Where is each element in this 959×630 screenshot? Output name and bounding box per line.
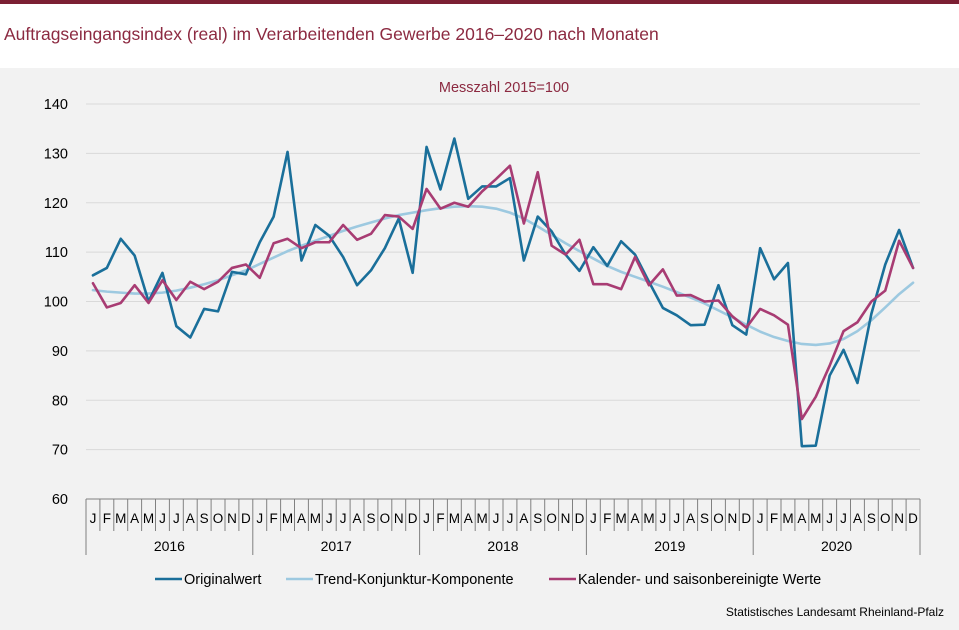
x-month-label: M	[115, 511, 126, 526]
y-tick-label: 80	[52, 393, 68, 409]
x-year-label: 2017	[321, 538, 352, 554]
y-tick-label: 60	[52, 492, 68, 508]
x-month-label: J	[340, 511, 347, 526]
x-month-label: O	[380, 511, 391, 526]
x-month-label: M	[449, 511, 460, 526]
y-tick-label: 130	[44, 146, 68, 162]
x-month-label: O	[213, 511, 224, 526]
x-month-label: N	[561, 511, 571, 526]
x-month-label: F	[270, 511, 278, 526]
x-month-label: O	[880, 511, 891, 526]
x-month-label: M	[810, 511, 821, 526]
x-month-label: A	[797, 511, 806, 526]
x-month-label: S	[200, 511, 209, 526]
x-month-label: S	[700, 511, 709, 526]
x-month-label: M	[310, 511, 321, 526]
x-month-label: A	[631, 511, 640, 526]
y-tick-label: 140	[44, 97, 68, 113]
x-month-label: J	[173, 511, 180, 526]
x-month-label: F	[603, 511, 611, 526]
x-month-label: S	[867, 511, 876, 526]
page-title: Auftragseingangsindex (real) im Verarbei…	[4, 24, 659, 44]
x-month-label: J	[826, 511, 833, 526]
x-year-label: 2019	[654, 538, 685, 554]
x-month-label: S	[366, 511, 375, 526]
x-month-label: F	[436, 511, 444, 526]
x-month-label: A	[297, 511, 306, 526]
x-month-label: J	[840, 511, 847, 526]
x-month-label: M	[616, 511, 627, 526]
x-year-label: 2018	[487, 538, 518, 554]
x-month-label: D	[575, 511, 585, 526]
y-tick-label: 110	[45, 245, 68, 261]
legend-label-1: Trend-Konjunktur-Komponente	[315, 572, 514, 588]
series-line-2	[91, 164, 915, 421]
y-tick-label: 120	[44, 196, 68, 212]
x-year-label: 2020	[821, 538, 852, 554]
x-month-label: A	[130, 511, 139, 526]
series-line-0	[91, 137, 915, 448]
brand-bar	[0, 0, 959, 4]
x-month-label: D	[741, 511, 751, 526]
chart-subtitle: Messzahl 2015=100	[439, 80, 569, 96]
x-month-label: D	[908, 511, 918, 526]
source-note: Statistisches Landesamt Rheinland-Pfalz	[726, 605, 944, 619]
x-month-label: F	[770, 511, 778, 526]
x-month-label: A	[464, 511, 473, 526]
x-month-label: D	[408, 511, 418, 526]
y-tick-label: 90	[52, 344, 68, 360]
chart-panel	[0, 68, 959, 630]
x-month-label: J	[757, 511, 764, 526]
x-month-label: A	[353, 511, 362, 526]
x-month-label: J	[493, 511, 500, 526]
x-month-label: M	[477, 511, 488, 526]
x-month-label: S	[533, 511, 542, 526]
x-month-label: J	[590, 511, 597, 526]
x-month-label: J	[90, 511, 97, 526]
x-month-label: J	[423, 511, 430, 526]
x-month-label: A	[519, 511, 528, 526]
x-month-label: J	[159, 511, 166, 526]
x-month-label: A	[186, 511, 195, 526]
x-year-label: 2016	[154, 538, 185, 554]
x-month-label: J	[256, 511, 263, 526]
x-month-label: A	[853, 511, 862, 526]
x-month-label: A	[686, 511, 695, 526]
x-month-label: F	[103, 511, 111, 526]
y-tick-label: 70	[52, 443, 68, 459]
x-month-label: N	[727, 511, 737, 526]
legend-label-0: Originalwert	[184, 572, 261, 588]
x-month-label: N	[227, 511, 237, 526]
x-month-label: O	[546, 511, 557, 526]
x-month-label: J	[507, 511, 514, 526]
x-month-label: M	[282, 511, 293, 526]
x-month-label: J	[659, 511, 666, 526]
x-month-label: J	[326, 511, 333, 526]
x-month-label: J	[673, 511, 680, 526]
x-month-label: M	[143, 511, 154, 526]
x-month-label: N	[894, 511, 904, 526]
legend-label-2: Kalender- und saisonbereinigte Werte	[578, 572, 821, 588]
x-month-label: N	[394, 511, 404, 526]
x-month-label: M	[643, 511, 654, 526]
x-month-label: O	[713, 511, 724, 526]
x-month-label: D	[241, 511, 251, 526]
x-month-label: M	[782, 511, 793, 526]
y-tick-label: 100	[44, 295, 68, 311]
